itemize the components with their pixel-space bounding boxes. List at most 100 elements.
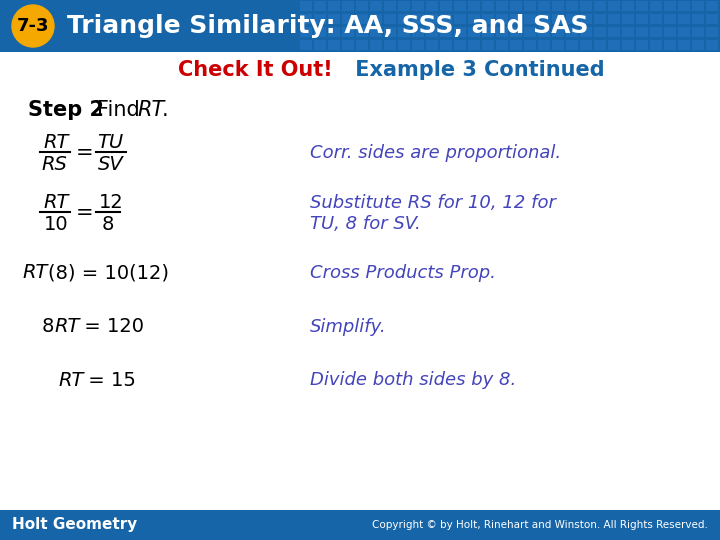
FancyBboxPatch shape (426, 40, 438, 50)
FancyBboxPatch shape (692, 40, 704, 50)
FancyBboxPatch shape (328, 40, 340, 50)
FancyBboxPatch shape (650, 40, 662, 50)
FancyBboxPatch shape (370, 27, 382, 37)
FancyBboxPatch shape (342, 1, 354, 11)
FancyBboxPatch shape (636, 14, 648, 24)
FancyBboxPatch shape (482, 27, 494, 37)
Text: 8: 8 (42, 318, 55, 336)
FancyBboxPatch shape (454, 1, 466, 11)
FancyBboxPatch shape (328, 14, 340, 24)
Text: SV: SV (98, 154, 124, 173)
FancyBboxPatch shape (0, 0, 720, 52)
FancyBboxPatch shape (510, 27, 522, 37)
Text: Holt Geometry: Holt Geometry (12, 517, 138, 532)
FancyBboxPatch shape (678, 27, 690, 37)
FancyBboxPatch shape (538, 1, 550, 11)
FancyBboxPatch shape (566, 40, 578, 50)
FancyBboxPatch shape (482, 40, 494, 50)
FancyBboxPatch shape (370, 40, 382, 50)
FancyBboxPatch shape (314, 14, 326, 24)
FancyBboxPatch shape (440, 40, 452, 50)
FancyBboxPatch shape (510, 1, 522, 11)
FancyBboxPatch shape (468, 40, 480, 50)
FancyBboxPatch shape (552, 27, 564, 37)
Text: Copyright © by Holt, Rinehart and Winston. All Rights Reserved.: Copyright © by Holt, Rinehart and Winsto… (372, 520, 708, 530)
FancyBboxPatch shape (482, 1, 494, 11)
FancyBboxPatch shape (300, 1, 312, 11)
FancyBboxPatch shape (594, 1, 606, 11)
Text: 8: 8 (102, 214, 114, 233)
Text: 7-3: 7-3 (17, 17, 49, 35)
FancyBboxPatch shape (552, 1, 564, 11)
FancyBboxPatch shape (678, 40, 690, 50)
FancyBboxPatch shape (636, 1, 648, 11)
FancyBboxPatch shape (664, 40, 676, 50)
Text: Corr. sides are proportional.: Corr. sides are proportional. (310, 144, 561, 162)
FancyBboxPatch shape (622, 14, 634, 24)
FancyBboxPatch shape (412, 14, 424, 24)
FancyBboxPatch shape (692, 14, 704, 24)
FancyBboxPatch shape (426, 1, 438, 11)
Text: RT: RT (58, 370, 84, 389)
Text: =: = (76, 143, 94, 163)
FancyBboxPatch shape (370, 14, 382, 24)
FancyBboxPatch shape (440, 1, 452, 11)
Text: RT: RT (43, 192, 68, 212)
FancyBboxPatch shape (496, 1, 508, 11)
FancyBboxPatch shape (636, 40, 648, 50)
FancyBboxPatch shape (398, 27, 410, 37)
Text: (8) = 10(12): (8) = 10(12) (48, 264, 169, 282)
Text: RT: RT (137, 100, 164, 120)
FancyBboxPatch shape (300, 14, 312, 24)
FancyBboxPatch shape (384, 1, 396, 11)
FancyBboxPatch shape (384, 40, 396, 50)
FancyBboxPatch shape (608, 27, 620, 37)
Text: TU, 8 for SV.: TU, 8 for SV. (310, 215, 420, 233)
FancyBboxPatch shape (566, 14, 578, 24)
Text: = 120: = 120 (78, 318, 144, 336)
FancyBboxPatch shape (566, 27, 578, 37)
Text: Simplify.: Simplify. (310, 318, 387, 336)
FancyBboxPatch shape (342, 14, 354, 24)
FancyBboxPatch shape (468, 1, 480, 11)
FancyBboxPatch shape (552, 40, 564, 50)
FancyBboxPatch shape (510, 14, 522, 24)
FancyBboxPatch shape (510, 40, 522, 50)
FancyBboxPatch shape (692, 1, 704, 11)
FancyBboxPatch shape (300, 40, 312, 50)
FancyBboxPatch shape (496, 14, 508, 24)
FancyBboxPatch shape (454, 40, 466, 50)
FancyBboxPatch shape (342, 40, 354, 50)
FancyBboxPatch shape (650, 14, 662, 24)
FancyBboxPatch shape (594, 27, 606, 37)
FancyBboxPatch shape (566, 1, 578, 11)
FancyBboxPatch shape (538, 40, 550, 50)
FancyBboxPatch shape (524, 14, 536, 24)
FancyBboxPatch shape (384, 14, 396, 24)
FancyBboxPatch shape (398, 40, 410, 50)
Text: =: = (76, 203, 94, 223)
FancyBboxPatch shape (412, 1, 424, 11)
FancyBboxPatch shape (664, 14, 676, 24)
FancyBboxPatch shape (622, 1, 634, 11)
FancyBboxPatch shape (370, 1, 382, 11)
FancyBboxPatch shape (356, 1, 368, 11)
Text: Check It Out!: Check It Out! (178, 60, 333, 80)
FancyBboxPatch shape (468, 27, 480, 37)
Text: RT: RT (54, 318, 79, 336)
FancyBboxPatch shape (580, 1, 592, 11)
FancyBboxPatch shape (496, 40, 508, 50)
FancyBboxPatch shape (398, 1, 410, 11)
FancyBboxPatch shape (538, 27, 550, 37)
FancyBboxPatch shape (426, 14, 438, 24)
FancyBboxPatch shape (454, 27, 466, 37)
FancyBboxPatch shape (0, 510, 720, 540)
Text: Triangle Similarity: AA, SSS, and SAS: Triangle Similarity: AA, SSS, and SAS (67, 14, 588, 38)
FancyBboxPatch shape (580, 14, 592, 24)
FancyBboxPatch shape (454, 14, 466, 24)
FancyBboxPatch shape (608, 1, 620, 11)
Text: 12: 12 (99, 192, 124, 212)
Text: RT: RT (22, 264, 48, 282)
Text: = 15: = 15 (82, 370, 136, 389)
Text: RT: RT (43, 132, 68, 152)
